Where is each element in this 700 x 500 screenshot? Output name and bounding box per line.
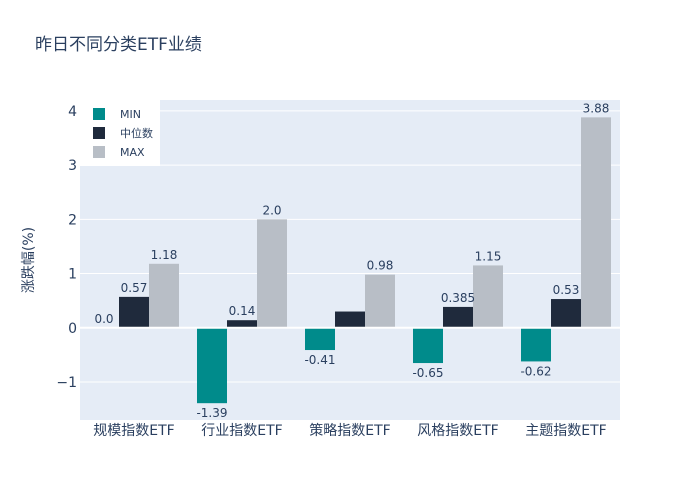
y-tick-label: 1: [68, 267, 77, 283]
data-label: 0.0: [94, 312, 113, 326]
data-label: 0.57: [121, 281, 148, 295]
legend-label[interactable]: MAX: [120, 146, 145, 159]
y-tick-label: 4: [68, 104, 77, 120]
data-label: -1.39: [196, 406, 227, 420]
chart-title: 昨日不同分类ETF业绩: [35, 35, 202, 55]
data-label: 0.53: [553, 283, 580, 297]
bar-中位数-规模指数ETF[interactable]: [119, 296, 149, 328]
bar-中位数-策略指数ETF[interactable]: [335, 311, 365, 328]
plot-area: [80, 100, 620, 420]
legend[interactable]: MIN 中位数 MAX: [80, 100, 160, 166]
bar-MAX-行业指数ETF[interactable]: [257, 219, 287, 328]
data-label: -0.41: [304, 353, 335, 367]
bar-MIN-风格指数ETF[interactable]: [413, 327, 443, 364]
data-label: 0.385: [441, 291, 475, 305]
y-axis-title: 涨跌幅(%): [21, 227, 37, 293]
x-tick-label: 规模指数ETF: [93, 423, 174, 439]
x-tick-label: 风格指数ETF: [417, 423, 498, 439]
data-label: -0.65: [412, 366, 443, 380]
bar-MIN-行业指数ETF[interactable]: [197, 327, 227, 404]
data-label: 2.0: [262, 203, 281, 217]
x-axis-ticks: 规模指数ETF 行业指数ETF 策略指数ETF 风格指数ETF 主题指数ETF: [93, 422, 606, 439]
y-tick-label: 0: [68, 321, 77, 337]
data-label: 3.88: [583, 101, 610, 115]
legend-label[interactable]: 中位数: [120, 126, 153, 140]
bar-MAX-策略指数ETF[interactable]: [365, 274, 395, 328]
bar-中位数-风格指数ETF[interactable]: [443, 306, 473, 328]
bar-中位数-行业指数ETF[interactable]: [227, 320, 257, 328]
data-label: 1.18: [151, 248, 178, 262]
bar-中位数-主题指数ETF[interactable]: [551, 299, 581, 328]
data-label: 1.15: [475, 249, 502, 263]
x-tick-label: 策略指数ETF: [309, 422, 390, 439]
bars: [119, 117, 611, 404]
bar-MIN-策略指数ETF[interactable]: [305, 327, 335, 351]
y-tick-label: 2: [68, 212, 77, 228]
bar-MIN-主题指数ETF[interactable]: [521, 327, 551, 362]
y-axis-ticks: −1 0 1 2 3 4: [56, 104, 77, 391]
x-tick-label: 行业指数ETF: [201, 423, 282, 439]
legend-swatch[interactable]: [93, 127, 105, 139]
y-tick-label: −1: [56, 375, 77, 391]
data-labels: 0.0 0.57 1.18 -1.39 0.14 2.0 -0.41 0.98 -0.65 0.3…: [94, 101, 609, 420]
legend-label[interactable]: MIN: [120, 108, 141, 121]
y-tick-label: 3: [68, 158, 77, 174]
x-tick-label: 主题指数ETF: [525, 423, 606, 439]
bar-MAX-风格指数ETF[interactable]: [473, 265, 503, 328]
bar-MAX-规模指数ETF[interactable]: [149, 263, 179, 328]
bar-MAX-主题指数ETF[interactable]: [581, 117, 611, 328]
data-label: 0.98: [367, 259, 394, 273]
legend-swatch[interactable]: [93, 108, 105, 120]
data-label: -0.62: [520, 364, 551, 378]
legend-swatch[interactable]: [93, 146, 105, 158]
data-label: 0.14: [229, 304, 256, 318]
